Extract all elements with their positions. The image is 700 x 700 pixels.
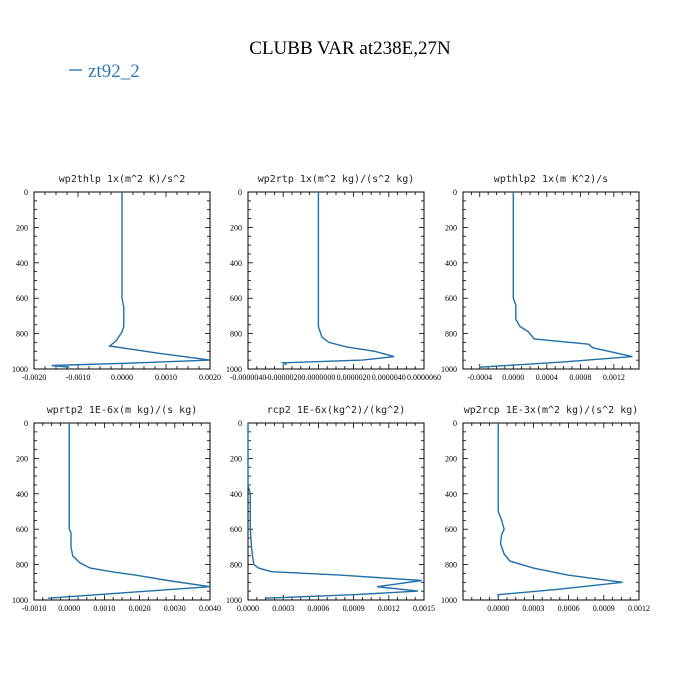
x-tick-label: 0.0004 (536, 373, 558, 382)
y-tick-label: 400 (16, 259, 28, 268)
x-tick-label: 0.0009 (343, 604, 365, 613)
y-tick-label: 600 (16, 294, 28, 303)
y-tick-label: 1000 (226, 365, 242, 374)
x-tick-label: 0.0000 (487, 604, 509, 613)
y-tick-label: 800 (230, 330, 242, 339)
x-tick-label: 0.0000000 (301, 373, 335, 382)
x-tick-label: 0.0000060 (407, 373, 441, 382)
panel-5: rcp2 1E-6x(kg^2)/(kg^2) 0 200 400 600 800 1000… (226, 405, 435, 613)
y-tick-label: 1000 (12, 596, 28, 605)
y-tick-label: 800 (445, 330, 457, 339)
x-tick-label: -0.0010 (66, 373, 91, 382)
x-tick-label: 0.0000040 (372, 373, 406, 382)
series-line (497, 423, 623, 599)
x-tick-label: 0.0003 (272, 604, 294, 613)
x-tick-label: -0.0000040 (230, 373, 267, 382)
panel-title: wpthlp2 1x(m K^2)/s (494, 174, 608, 185)
x-tick-label: 0.0020 (129, 604, 151, 613)
y-tick-label: 200 (230, 223, 242, 232)
panel-1: wp2thlp 1x(m^2 K)/s^202004006008001000-0… (12, 174, 221, 382)
y-tick-label: 0 (24, 419, 28, 428)
series-line (51, 192, 211, 368)
x-tick-label: 0.0000 (58, 604, 80, 613)
x-tick-label: 0.0008 (569, 373, 591, 382)
plot-frame (462, 191, 640, 370)
legend-label: zt92_2 (88, 61, 140, 82)
series-line (280, 192, 395, 366)
y-tick-label: 200 (16, 223, 28, 232)
x-tick-label: -0.0000020 (265, 373, 302, 382)
y-tick-label: 400 (230, 259, 242, 268)
x-tick-label: 0.0010 (93, 604, 115, 613)
x-tick-label: 0.0000 (111, 373, 133, 382)
x-tick-label: 0.0003 (522, 604, 544, 613)
series-line (247, 423, 422, 599)
y-tick-label: 1000 (441, 596, 457, 605)
x-tick-label: 0.0040 (199, 604, 221, 613)
y-tick-label: 600 (445, 294, 457, 303)
y-tick-label: 200 (16, 454, 28, 463)
y-tick-label: 400 (230, 490, 242, 499)
x-tick-label: 0.0000020 (337, 373, 371, 382)
y-tick-label: 0 (238, 419, 242, 428)
y-tick-label: 600 (445, 525, 457, 534)
plot-frame (247, 191, 425, 370)
y-tick-label: 800 (16, 561, 28, 570)
y-tick-label: 400 (445, 490, 457, 499)
y-tick-label: 400 (16, 490, 28, 499)
y-tick-label: 200 (445, 223, 457, 232)
panel-title: wp2thlp 1x(m^2 K)/s^2 (59, 174, 185, 185)
y-tick-label: 0 (453, 188, 457, 197)
panel-title: rcp2 1E-6x(kg^2)/(kg^2) (267, 405, 405, 416)
x-tick-label: -0.0010 (22, 604, 47, 613)
plot-frame (462, 422, 640, 601)
series-line (479, 192, 633, 368)
x-tick-label: -0.0020 (22, 373, 47, 382)
y-tick-label: 200 (445, 454, 457, 463)
y-tick-label: 600 (16, 525, 28, 534)
y-tick-label: 0 (238, 188, 242, 197)
y-tick-label: 200 (230, 454, 242, 463)
x-tick-label: 0.0000 (237, 604, 259, 613)
y-tick-label: 600 (230, 525, 242, 534)
y-tick-label: 800 (230, 561, 242, 570)
y-tick-label: 800 (16, 330, 28, 339)
panel-2: wp2rtp 1x(m^2 kg)/(s^2 kg) 0 200 400 600 800 1… (226, 174, 441, 382)
y-tick-label: 400 (445, 259, 457, 268)
x-tick-label: 0.0009 (593, 604, 615, 613)
panel-3: wpthlp2 1x(m K^2)/s 0 200 400 600 800 1000 -0.0… (441, 174, 640, 382)
series-line (48, 423, 211, 599)
panel-title: wprtp2 1E-6x(m kg)/(s kg) (47, 405, 198, 416)
x-tick-label: -0.0004 (467, 373, 492, 382)
legend: zt92_2 (69, 61, 140, 82)
x-tick-label: 0.0030 (164, 604, 186, 613)
y-tick-label: 800 (445, 561, 457, 570)
figure-title: CLUBB VAR at238E,27N (249, 38, 451, 59)
x-tick-label: 0.0012 (378, 604, 400, 613)
x-tick-label: 0.0010 (155, 373, 177, 382)
y-tick-label: 1000 (441, 365, 457, 374)
x-tick-label: 0.0006 (558, 604, 580, 613)
x-tick-label: 0.0012 (628, 604, 650, 613)
panel-6: wp2rcp 1E-3x(m^2 kg)/(s^2 kg) 0 200 400 600 8… (441, 405, 650, 613)
x-tick-label: 0.0015 (413, 604, 435, 613)
y-tick-label: 1000 (12, 365, 28, 374)
x-tick-label: 0.0006 (307, 604, 329, 613)
y-tick-label: 1000 (226, 596, 242, 605)
y-tick-label: 0 (24, 188, 28, 197)
y-tick-label: 0 (453, 419, 457, 428)
panel-title: wp2rcp 1E-3x(m^2 kg)/(s^2 kg) (464, 405, 639, 416)
plot-frame (247, 422, 425, 601)
x-tick-label: 0.0000 (502, 373, 524, 382)
x-tick-label: 0.0012 (603, 373, 625, 382)
x-tick-label: 0.0020 (199, 373, 221, 382)
panel-4: wprtp2 1E-6x(m kg)/(s kg) 0 200 400 600 800 10… (12, 405, 221, 613)
panel-title: wp2rtp 1x(m^2 kg)/(s^2 kg) (258, 174, 415, 185)
y-tick-label: 600 (230, 294, 242, 303)
